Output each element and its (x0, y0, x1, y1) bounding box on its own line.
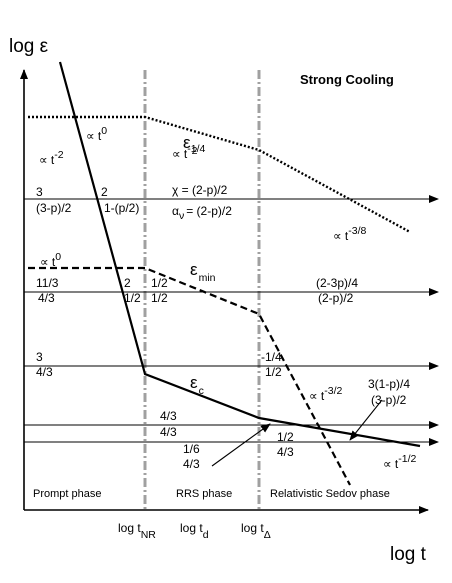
epsmin-curve (28, 266, 351, 486)
power-law-t0-mid: ∝ t0 (40, 251, 61, 269)
epsmin-label: εmin (190, 260, 216, 284)
index-label: 3 (36, 185, 43, 199)
tick-t-nr: log tNR (118, 521, 156, 541)
power-law-t-3-2: ∝ t-3/2 (309, 385, 343, 403)
index-label: 1/2 (277, 430, 294, 444)
phase-label-prompt: Prompt phase (33, 488, 101, 500)
index-label: 4/3 (38, 291, 55, 305)
index-label: 1/6 (183, 442, 200, 456)
tick-t-delta: log tΔ (241, 521, 271, 541)
epsc-label: εc (190, 373, 204, 397)
index-label: 4/3 (36, 365, 53, 379)
index-label: (2-3p)/4 (316, 276, 358, 290)
power-law-t-1-2: ∝ t-1/2 (383, 453, 417, 471)
epsc-curve (58, 61, 421, 448)
chi-formula: χ = (2-p)/2 (172, 183, 228, 197)
index-label: (2-p)/2 (318, 291, 354, 305)
phase-label-sedov: Relativistic Sedov phase (270, 488, 390, 500)
index-label: 1-(p/2) (104, 201, 139, 215)
eps2-curve (28, 115, 411, 234)
power-law-t-1-4: ∝ t-1/4 (172, 143, 206, 161)
tick-t-d: log td (180, 521, 209, 541)
power-law-t0-top: ∝ t0 (86, 125, 107, 143)
index-label: -1/4 (261, 350, 282, 364)
index-label: 1/2 (151, 276, 168, 290)
diagram-title: Strong Cooling (300, 72, 394, 87)
index-label: 4/3 (277, 445, 294, 459)
y-axis-title: log ε (9, 36, 49, 57)
alpha-formula: αν = (2-p)/2 (172, 204, 232, 222)
eps2-label: ε2 (183, 133, 198, 157)
x-axis-title: log t (390, 544, 427, 565)
index-label: 4/3 (160, 409, 177, 423)
index-label: 1/2 (265, 365, 282, 379)
index-label: 4/3 (183, 457, 200, 471)
index-label: 2 (101, 185, 108, 199)
pointer-arrow-1 (211, 423, 271, 467)
index-label: 1/2 (124, 291, 141, 305)
power-law-t-3-8: ∝ t-3/8 (333, 225, 367, 243)
pointer-arrow-2 (349, 399, 383, 441)
index-label: 2 (124, 276, 131, 290)
phase-label-rrs: RRS phase (176, 488, 232, 500)
index-label: 1/2 (151, 291, 168, 305)
index-label: (3-p)/2 (371, 393, 407, 407)
power-law-t-2: ∝ t-2 (39, 149, 64, 167)
index-label: (3-p)/2 (36, 201, 72, 215)
index-label: 3 (36, 350, 43, 364)
index-label: 4/3 (160, 425, 177, 439)
index-label: 3(1-p)/4 (368, 377, 410, 391)
index-label: 11/3 (36, 276, 59, 290)
